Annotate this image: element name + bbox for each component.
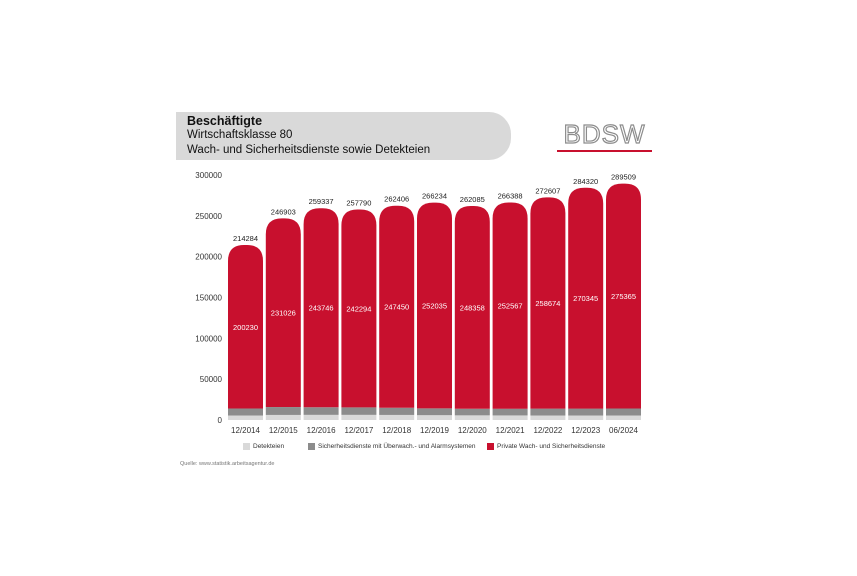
y-tick-label: 100000 <box>195 334 222 343</box>
bar-total-label: 289509 <box>611 173 636 182</box>
bar-total-label: 246903 <box>271 207 296 216</box>
bar-value-label: 252035 <box>422 301 447 310</box>
x-tick-label: 12/2019 <box>420 426 449 435</box>
bar-segment-alarmsysteme <box>530 408 566 416</box>
x-tick-label: 12/2022 <box>533 426 562 435</box>
y-tick-label: 200000 <box>195 253 222 262</box>
bar-segment-private <box>492 202 528 409</box>
bar-segment-alarmsysteme <box>379 407 415 415</box>
bar-total-label: 284320 <box>573 177 598 186</box>
bar-value-label: 200230 <box>233 323 258 332</box>
bar-total-label: 262085 <box>460 195 485 204</box>
bar-segment-private <box>265 218 301 408</box>
chart-title: Beschäftigte <box>187 114 263 128</box>
bar-total-label: 262406 <box>384 195 409 204</box>
bar-segment-private <box>228 245 263 409</box>
logo-text: BDSW <box>563 119 646 149</box>
legend-swatch-alarmsysteme <box>308 443 315 450</box>
bar-segment-detekteien <box>303 414 339 420</box>
bar-segment-private <box>417 202 452 409</box>
bar-segment-alarmsysteme <box>492 408 528 416</box>
bar-segment-alarmsysteme <box>417 408 452 416</box>
legend-swatch-detekteien <box>243 443 250 450</box>
bar-segment-private <box>530 197 566 409</box>
bar-value-label: 242294 <box>346 304 371 313</box>
bar-segment-alarmsysteme <box>568 408 604 416</box>
legend-label-detekteien: Detekteien <box>253 443 285 450</box>
y-tick-label: 150000 <box>195 294 222 303</box>
bar-segment-alarmsysteme <box>454 408 490 416</box>
bar-value-label: 252567 <box>498 302 523 311</box>
bar-segment-alarmsysteme <box>341 407 377 415</box>
bar-value-label: 231026 <box>271 309 296 318</box>
bar-segment-alarmsysteme <box>228 408 263 416</box>
bar-segment-private <box>303 208 339 408</box>
bar-segment-detekteien <box>606 415 641 420</box>
source-note: Quelle: www.statistik.arbeitsagentur.de <box>180 461 275 467</box>
bar-segment-private <box>568 187 604 409</box>
x-tick-label: 12/2021 <box>496 426 525 435</box>
legend-item-alarmsysteme: Sicherheitsdienste mit Überwach.- und Al… <box>308 443 476 450</box>
bar-segment-detekteien <box>417 415 452 420</box>
bar-segment-detekteien <box>341 414 377 420</box>
bar-total-label: 266234 <box>422 192 447 201</box>
legend-label-private: Private Wach- und Sicherheitsdienste <box>497 443 606 450</box>
bar-segment-detekteien <box>530 415 566 420</box>
logo-underline <box>557 150 652 152</box>
bar-segment-private <box>341 209 377 408</box>
bar-segment-alarmsysteme <box>606 408 641 416</box>
bar-total-label: 266388 <box>498 191 523 200</box>
bar-segment-detekteien <box>568 415 604 420</box>
y-tick-label: 300000 <box>195 171 222 180</box>
bar-segment-private <box>379 205 415 408</box>
bar-total-label: 214284 <box>233 234 258 243</box>
legend-label-alarmsysteme: Sicherheitsdienste mit Überwach.- und Al… <box>318 443 476 450</box>
x-tick-label: 12/2014 <box>231 426 260 435</box>
x-tick-label: 12/2017 <box>344 426 373 435</box>
bar-segment-private <box>454 205 490 409</box>
bar-segment-detekteien <box>379 414 415 420</box>
bar-value-label: 247450 <box>384 303 409 312</box>
bdsw-logo: BDSW <box>557 119 652 152</box>
x-tick-label: 12/2015 <box>269 426 298 435</box>
y-tick-label: 0 <box>218 416 223 425</box>
bar-segment-alarmsysteme <box>303 407 339 415</box>
x-tick-label: 12/2023 <box>571 426 600 435</box>
legend-swatch-private <box>487 443 494 450</box>
bar-value-label: 243746 <box>309 304 334 313</box>
bar-total-label: 257790 <box>346 198 371 207</box>
x-tick-label: 06/2024 <box>609 426 638 435</box>
bar-value-label: 258674 <box>535 299 560 308</box>
x-tick-label: 12/2020 <box>458 426 487 435</box>
bar-segment-detekteien <box>228 415 263 420</box>
bar-value-label: 275365 <box>611 292 636 301</box>
bar-segment-detekteien <box>454 415 490 420</box>
x-tick-label: 12/2018 <box>382 426 411 435</box>
chart-subtitle: Wirtschaftsklasse 80 <box>187 129 293 141</box>
title-box <box>176 112 511 160</box>
legend-item-private: Private Wach- und Sicherheitsdienste <box>487 443 605 450</box>
y-tick-label: 50000 <box>200 375 223 384</box>
bar-segment-private <box>606 183 641 409</box>
bar-segment-detekteien <box>492 415 528 420</box>
legend-item-detekteien: Detekteien <box>243 443 284 450</box>
bar-segment-detekteien <box>265 414 301 420</box>
bar-total-label: 272607 <box>535 186 560 195</box>
bar-segment-alarmsysteme <box>265 407 301 415</box>
bar-total-label: 259337 <box>309 197 334 206</box>
chart-subtitle-2: Wach- und Sicherheitsdienste sowie Detek… <box>187 144 431 156</box>
bar-value-label: 270345 <box>573 294 598 303</box>
x-tick-label: 12/2016 <box>307 426 336 435</box>
y-tick-label: 250000 <box>195 212 222 221</box>
bar-value-label: 248358 <box>460 303 485 312</box>
